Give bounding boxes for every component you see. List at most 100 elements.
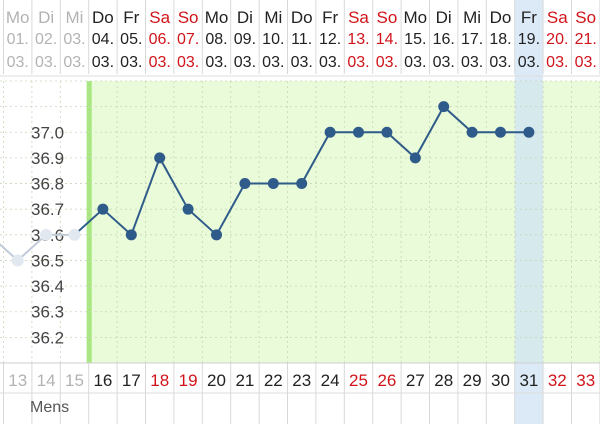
cycle-day-label: 31 <box>519 371 538 390</box>
date-label: 18. <box>489 31 511 48</box>
cycle-day-label: 14 <box>37 371 56 390</box>
weekday-label: Do <box>291 8 313 27</box>
date-label: 06. <box>149 31 171 48</box>
date-label: 07. <box>177 31 199 48</box>
y-tick-label: 36.5 <box>31 251 64 270</box>
month-label: 03. <box>319 54 341 71</box>
y-tick-label: 36.2 <box>31 328 64 347</box>
temperature-point <box>409 152 421 164</box>
date-label: 09. <box>234 31 256 48</box>
weekday-label: Fr <box>123 8 139 27</box>
temperature-point <box>267 178 279 190</box>
month-label: 03. <box>149 54 171 71</box>
temperature-segment <box>386 131 416 159</box>
temperature-segment <box>443 105 473 134</box>
month-label: 03. <box>376 54 398 71</box>
month-label: 03. <box>404 54 426 71</box>
temperature-point <box>68 228 81 241</box>
temperature-segment <box>300 131 331 185</box>
cycle-day-label: 23 <box>292 371 311 390</box>
mens-row-label: Mens <box>30 399 70 416</box>
weekday-label: Sa <box>547 8 568 27</box>
temperature-segment <box>17 234 47 262</box>
temperature-point <box>154 152 166 164</box>
month-label: 03. <box>205 54 227 71</box>
weekday-label: Fr <box>521 8 537 27</box>
weekday-label: Mo <box>6 8 30 27</box>
cycle-day-label: 30 <box>491 371 510 390</box>
date-label: 10. <box>262 31 284 48</box>
weekday-label: So <box>178 8 199 27</box>
date-label: 13. <box>347 31 369 48</box>
cycle-day-label: 32 <box>548 371 567 390</box>
date-label: 14. <box>376 31 398 48</box>
weekday-label: Di <box>237 8 253 27</box>
temperature-point <box>466 126 478 138</box>
date-label: 04. <box>92 31 114 48</box>
month-label: 03. <box>177 54 199 71</box>
cycle-day-row: 13 14 15 16 17 18 19 20 21 22 23 24 25 26 27 28 29 30 31 32… <box>8 371 595 390</box>
weekday-label: Do <box>490 8 512 27</box>
temperature-segment <box>102 208 132 236</box>
weekday-label: Sa <box>348 8 369 27</box>
temperature-point <box>211 229 222 241</box>
date-label: 16. <box>433 31 455 48</box>
cycle-day-label: 13 <box>8 371 27 390</box>
date-label: 12. <box>319 31 341 48</box>
temperature-point <box>239 178 251 190</box>
cycle-day-label: 18 <box>150 371 169 390</box>
weekday-label: Mo <box>403 8 427 27</box>
weekday-label: Mi <box>264 8 282 27</box>
date-label: 03. <box>63 31 85 48</box>
month-label: 03. <box>7 54 29 71</box>
date-label: 11. <box>291 31 312 48</box>
date-label: 20. <box>546 31 568 48</box>
y-tick-label: 36.4 <box>31 277 64 296</box>
weekday-label: Di <box>38 8 54 27</box>
y-axis: 37.036.936.836.736.636.536.436.336.2 <box>31 123 64 347</box>
month-label: 03. <box>92 54 114 71</box>
temperature-segment <box>0 243 19 262</box>
temperature-segment <box>414 106 445 159</box>
month-label: 03. <box>546 54 568 71</box>
weekday-label: Di <box>436 8 452 27</box>
weekday-label: Sa <box>149 8 170 27</box>
date-label: 21. <box>575 31 597 48</box>
weekday-label: Mi <box>463 8 481 27</box>
cycle-day-label: 25 <box>349 371 368 390</box>
temperature-point <box>438 101 450 113</box>
temperature-point <box>381 126 393 138</box>
cycle-day-label: 24 <box>321 371 340 390</box>
month-label: 03. <box>518 54 540 71</box>
y-tick-label: 36.7 <box>31 200 64 219</box>
selected-day-column <box>514 0 544 424</box>
temperature-point <box>125 229 137 241</box>
temperature-point <box>182 203 194 215</box>
temperature-point <box>296 178 308 190</box>
temperature-point <box>11 254 24 267</box>
weekday-label: Mi <box>66 8 84 27</box>
month-label: 03. <box>120 54 142 71</box>
weekday-label: So <box>575 8 596 27</box>
weekday-label: So <box>377 8 398 27</box>
month-label: 03. <box>347 54 369 71</box>
temperature-segment <box>158 157 189 210</box>
cycle-day-label: 22 <box>264 371 283 390</box>
date-label: 05. <box>120 31 142 48</box>
month-label: 03. <box>461 54 483 71</box>
cycle-day-label: 28 <box>434 371 453 390</box>
month-label: 03. <box>575 54 597 71</box>
cycle-day-label: 20 <box>207 371 226 390</box>
y-tick-label: 36.8 <box>31 175 64 194</box>
date-label: 08. <box>205 31 227 48</box>
weekday-label: Mo <box>205 8 229 27</box>
y-tick-label: 36.3 <box>31 303 64 322</box>
temperature-segment <box>73 208 104 236</box>
month-label: 03. <box>433 54 455 71</box>
temperature-point <box>97 203 109 215</box>
month-label: 03. <box>262 54 284 71</box>
date-label: 19. <box>518 31 540 48</box>
cycle-day-label: 21 <box>235 371 254 390</box>
